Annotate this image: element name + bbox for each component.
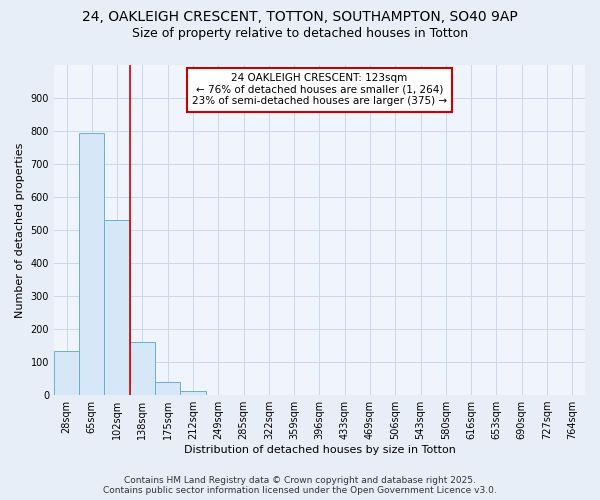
Bar bbox=[104, 220, 130, 395]
Bar bbox=[155, 382, 181, 395]
Y-axis label: Number of detached properties: Number of detached properties bbox=[15, 142, 25, 318]
Bar bbox=[54, 350, 79, 395]
Text: 24, OAKLEIGH CRESCENT, TOTTON, SOUTHAMPTON, SO40 9AP: 24, OAKLEIGH CRESCENT, TOTTON, SOUTHAMPT… bbox=[82, 10, 518, 24]
Text: 24 OAKLEIGH CRESCENT: 123sqm
← 76% of detached houses are smaller (1, 264)
23% o: 24 OAKLEIGH CRESCENT: 123sqm ← 76% of de… bbox=[192, 74, 447, 106]
Bar bbox=[181, 391, 206, 395]
X-axis label: Distribution of detached houses by size in Totton: Distribution of detached houses by size … bbox=[184, 445, 455, 455]
Text: Contains HM Land Registry data © Crown copyright and database right 2025.
Contai: Contains HM Land Registry data © Crown c… bbox=[103, 476, 497, 495]
Text: Size of property relative to detached houses in Totton: Size of property relative to detached ho… bbox=[132, 28, 468, 40]
Bar bbox=[130, 342, 155, 395]
Bar bbox=[79, 132, 104, 395]
